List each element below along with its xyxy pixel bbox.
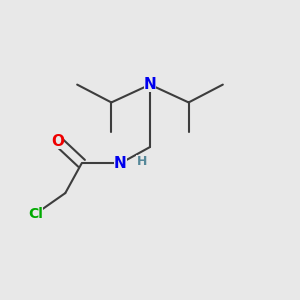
- Text: O: O: [51, 134, 64, 148]
- Text: N: N: [114, 156, 127, 171]
- Text: H: H: [136, 155, 147, 168]
- Text: N: N: [144, 77, 156, 92]
- Text: Cl: Cl: [28, 207, 43, 221]
